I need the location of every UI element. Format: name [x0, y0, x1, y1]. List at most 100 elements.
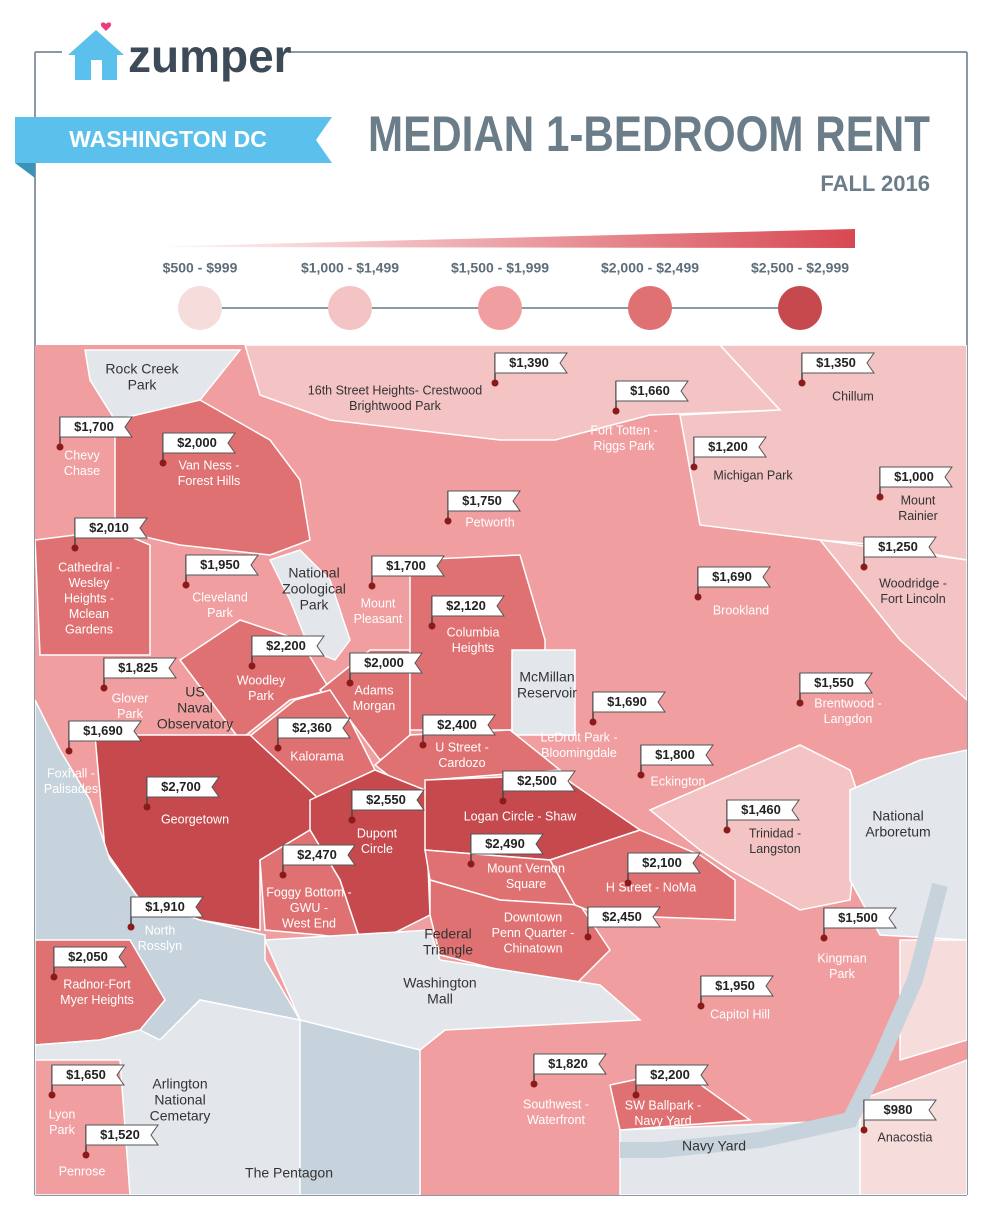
neighborhood-name: Chillum — [832, 389, 874, 403]
neighborhood-name: Cathedral - — [58, 560, 120, 574]
landmark-label: Observatory — [157, 716, 233, 732]
pin — [182, 581, 190, 589]
pin — [584, 933, 592, 941]
neighborhood-name: Logan Circle - Shaw — [464, 809, 578, 823]
legend-swatch — [328, 286, 372, 330]
neighborhood-name: Woodridge - — [879, 576, 947, 590]
flag — [422, 714, 496, 736]
landmark-label: Triangle — [423, 942, 473, 958]
flag — [801, 352, 875, 374]
neighborhood-name: Chinatown — [503, 941, 562, 955]
rent-label: $1,690 — [607, 694, 647, 709]
rent-label: $1,825 — [118, 660, 158, 675]
city: WASHINGTON DC — [69, 126, 267, 152]
flag — [592, 691, 666, 713]
rent-label: $2,360 — [292, 720, 332, 735]
pin — [796, 699, 804, 707]
flag — [53, 946, 127, 968]
flag — [130, 896, 204, 918]
flag — [185, 554, 259, 576]
neighborhood-name: Van Ness - — [179, 458, 240, 472]
rent-label: $2,000 — [364, 655, 404, 670]
pin — [368, 582, 376, 590]
neighborhood-name: Adams — [355, 683, 394, 697]
neighborhood-name: Park — [49, 1123, 75, 1137]
flag — [697, 566, 771, 588]
neighborhood-name: Mount Vernon — [487, 861, 565, 875]
pin — [419, 741, 427, 749]
neighborhood-name: 16th Street Heights- Crestwood — [308, 383, 482, 397]
flag — [447, 490, 521, 512]
rent-label: $1,250 — [878, 539, 918, 554]
neighborhood-name: Riggs Park — [593, 439, 655, 453]
neighborhood-name: Park — [829, 967, 855, 981]
neighborhood-name: Kingman — [817, 951, 866, 965]
flag — [68, 720, 142, 742]
flag — [431, 595, 505, 617]
neighborhood-name: Anacostia — [878, 1130, 933, 1144]
neighborhood-name: Mount — [901, 493, 936, 507]
neighborhood-name: Rosslyn — [138, 939, 183, 953]
rent-label: $2,470 — [297, 847, 337, 862]
rent-label: $1,750 — [462, 493, 502, 508]
neighborhood-name: Lyon — [49, 1107, 76, 1121]
neighborhood-name: Georgetown — [161, 812, 229, 826]
city-ribbon: WASHINGTON DC — [15, 117, 332, 178]
neighborhood-name: Circle — [361, 842, 393, 856]
neighborhood-name: Brightwood Park — [349, 399, 441, 413]
flag — [502, 770, 576, 792]
neighborhood-name: Square — [506, 877, 546, 891]
brand: zumper — [128, 30, 292, 82]
landmark-label: The Pentagon — [245, 1165, 333, 1181]
landmark-label: Zoological — [282, 581, 346, 597]
pin — [48, 1091, 56, 1099]
neighborhood-name: Cardozo — [438, 756, 485, 770]
rent-label: $2,000 — [177, 435, 217, 450]
landmark-label: McMillan — [519, 669, 574, 685]
landmark-label: Park — [300, 597, 330, 613]
landmark-label: National — [288, 565, 339, 581]
gradient-wedge — [140, 229, 855, 248]
logo: zumper — [68, 22, 292, 82]
flag — [351, 789, 425, 811]
pin — [143, 803, 151, 811]
rent-label: $1,690 — [83, 723, 123, 738]
pin — [274, 744, 282, 752]
pin — [82, 1151, 90, 1159]
river — [620, 882, 948, 1158]
pin — [428, 622, 436, 630]
flag — [74, 517, 148, 539]
pin — [637, 771, 645, 779]
landmark-label: Federal — [424, 926, 471, 942]
neighborhood-name: Radnor-Fort — [63, 977, 131, 991]
neighborhood-name: Pleasant — [354, 612, 403, 626]
pin — [612, 407, 620, 415]
landmark-label: US — [185, 684, 204, 700]
neighborhood-name: Brookland — [713, 603, 769, 617]
rent-label: $1,500 — [838, 910, 878, 925]
pin — [279, 871, 287, 879]
pin — [346, 679, 354, 687]
legend: $500 - $999 $1,000 - $1,499 $1,500 - $1,99… — [163, 260, 849, 330]
pin — [860, 1126, 868, 1134]
landmark-label: National — [154, 1092, 205, 1108]
rent-label: $1,350 — [816, 355, 856, 370]
park — [268, 549, 351, 661]
rent-label: $1,200 — [708, 439, 748, 454]
landmark-label: Washington — [403, 975, 476, 991]
flag — [863, 536, 937, 558]
neighborhood-name: Woodley — [237, 673, 286, 687]
neighborhood-name: Fort Lincoln — [880, 592, 945, 606]
neighborhood-name: Glover — [112, 691, 149, 705]
pin — [50, 973, 58, 981]
neighborhood-name: Park — [117, 707, 143, 721]
neighborhood-name: Wesley — [69, 576, 111, 590]
map-labels: Rock CreekParkNationalZoologicalParkUSNa… — [44, 352, 953, 1181]
landmark-label: Arboretum — [865, 824, 930, 840]
pin — [723, 826, 731, 834]
landmark-label: Cemetary — [150, 1108, 211, 1124]
flag — [700, 975, 774, 997]
neighborhood-name: Park — [248, 689, 274, 703]
pin — [690, 463, 698, 471]
